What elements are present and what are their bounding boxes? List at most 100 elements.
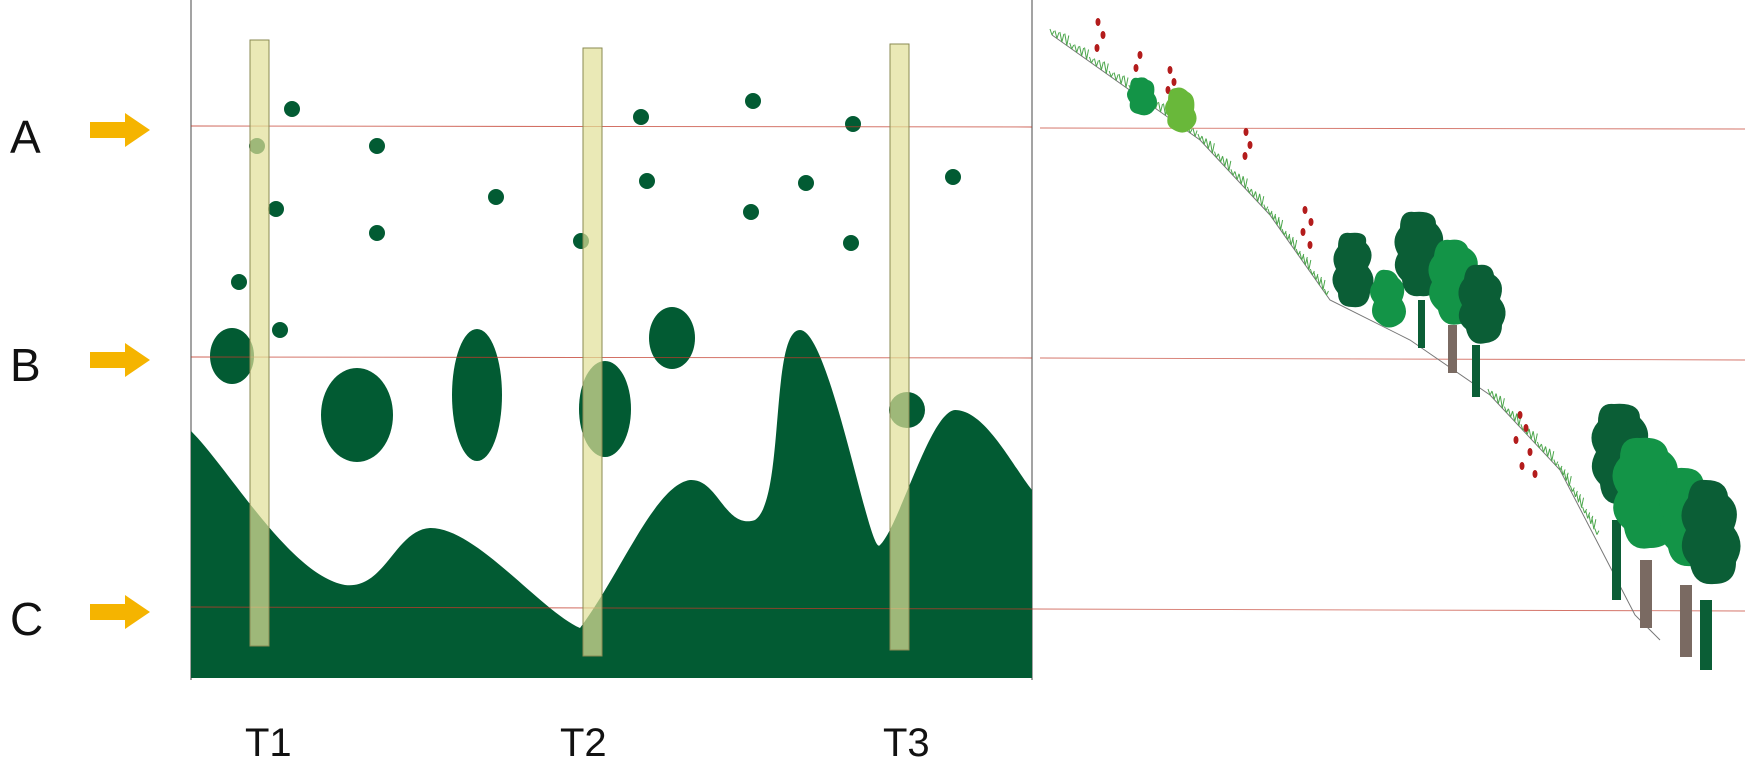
arrow-right-icon [90, 343, 150, 377]
grass-icon [1309, 268, 1315, 276]
crown-small [369, 225, 385, 241]
arrow-right-icon [90, 113, 150, 147]
crown-small [845, 116, 861, 132]
tree-icon [1458, 264, 1506, 397]
flower-icon [1523, 424, 1529, 432]
grass-icon [1532, 431, 1538, 444]
flower-icon [1302, 206, 1308, 214]
slope-profile [1051, 34, 1661, 641]
grass-icon [1222, 156, 1228, 167]
grass-icon [1255, 191, 1261, 202]
grass-icon [1306, 257, 1312, 271]
flower-icon [1247, 141, 1253, 149]
schematic-panel [190, 0, 1033, 680]
crown-small [284, 101, 300, 117]
grass-icon [1158, 101, 1164, 113]
crown-small [843, 235, 859, 251]
grass-icon [1259, 194, 1265, 207]
flower-icon [1167, 66, 1173, 74]
grass-icon [1323, 288, 1329, 296]
level-line-b-right [1039, 357, 1746, 361]
grass-icon [1103, 61, 1109, 74]
tree-icon [1165, 87, 1197, 133]
flower-icon [1307, 241, 1313, 249]
flower-icon [1095, 18, 1101, 26]
grass-icon [1108, 70, 1114, 78]
grass-icon [1205, 138, 1211, 149]
grass-icon [1541, 444, 1547, 453]
grass-icon [1242, 176, 1248, 189]
crown-small [231, 274, 247, 290]
grass-strip [1049, 28, 1600, 535]
flower-icon [1527, 448, 1533, 456]
transect-bar-t3 [889, 43, 910, 651]
level-label-a: A [10, 111, 41, 163]
grass-icon [1234, 171, 1240, 180]
flower-icon [1100, 31, 1106, 39]
grass-icon [1545, 446, 1551, 457]
transect-label-t2: T2 [560, 721, 607, 764]
flower-icon [1171, 78, 1177, 86]
grass-icon [1251, 189, 1257, 198]
grass-icon [1528, 429, 1534, 440]
level-label-b: B [10, 339, 41, 391]
grass-icon [1588, 513, 1594, 524]
flower-icon [1165, 86, 1171, 94]
grass-icon [1093, 58, 1099, 67]
grass-icon [1118, 73, 1124, 85]
grass-icon [1263, 204, 1269, 211]
grass-icon [1320, 277, 1326, 291]
level-label-c: C [10, 593, 43, 645]
flower-cluster [1094, 18, 1538, 478]
crown-small [488, 189, 504, 205]
grass-icon [1069, 42, 1075, 50]
grass-icon [1064, 33, 1070, 46]
grass-icon [1563, 470, 1569, 481]
flower-icon [1519, 462, 1525, 470]
flower-icon [1243, 128, 1249, 136]
grass-icon [1192, 128, 1198, 137]
grass-icon [1292, 237, 1298, 251]
grass-icon [1508, 408, 1514, 418]
tree-icon [1332, 232, 1374, 308]
grass-icon [1267, 208, 1273, 216]
crown-small [745, 93, 761, 109]
grass-icon [1079, 45, 1085, 57]
crown-small [743, 204, 759, 220]
grass-icon [1054, 30, 1060, 39]
grass-icon [1088, 56, 1094, 64]
crown-small [272, 322, 288, 338]
crown-small [798, 175, 814, 191]
tree-icon [1681, 479, 1741, 670]
crown-small [268, 201, 284, 217]
grass-icon [1549, 449, 1555, 462]
canopy-mass [191, 330, 1032, 678]
crown-small [633, 109, 649, 125]
tree-icon [1370, 269, 1406, 328]
flower-icon [1300, 228, 1306, 236]
crown-medium [210, 328, 254, 384]
flower-icon [1532, 470, 1538, 478]
grass-icon [1201, 136, 1207, 145]
flower-icon [1517, 411, 1523, 419]
crown-medium [649, 307, 695, 369]
grass-icon [1113, 72, 1119, 81]
flower-icon [1133, 64, 1139, 72]
grass-icon [1579, 495, 1585, 508]
grass-icon [1575, 492, 1581, 503]
slope-panel [1031, 18, 1746, 670]
arrow-right-icon [90, 595, 150, 629]
crown-small [369, 138, 385, 154]
grass-icon [1074, 44, 1080, 53]
grass-icon [1499, 396, 1505, 409]
grass-icon [1209, 141, 1215, 154]
grass-icon [1226, 158, 1232, 171]
crown-small [945, 169, 961, 185]
crown-large [321, 368, 393, 462]
grass-icon [1059, 31, 1065, 43]
grass-icon [1512, 411, 1518, 422]
crown-large [452, 329, 502, 461]
grass-icon [1566, 474, 1572, 487]
grass-icon [1281, 228, 1287, 236]
